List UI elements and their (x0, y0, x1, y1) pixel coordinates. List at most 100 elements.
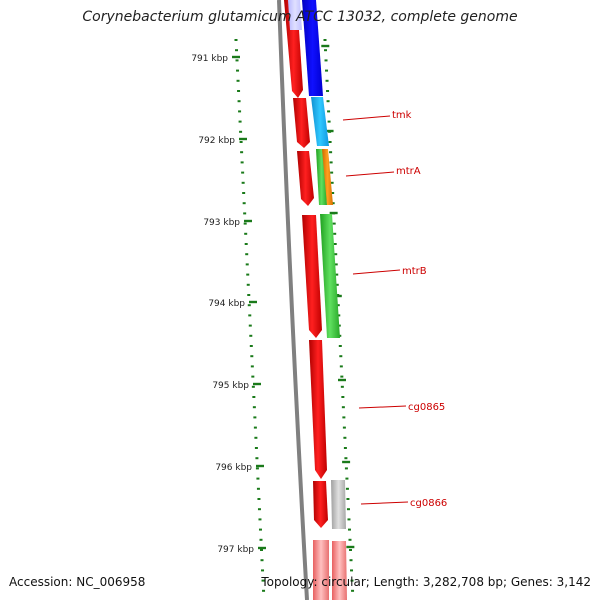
minor-tick-left (239, 141, 243, 143)
minor-tick-left (257, 508, 261, 511)
minor-tick-left (261, 579, 265, 582)
minor-tick-left (257, 498, 261, 500)
minor-tick-left (240, 161, 244, 164)
forward-gene-arrow[interactable] (302, 215, 322, 338)
major-tick-left (253, 382, 261, 386)
major-tick-left (249, 300, 257, 304)
tick-label: 794 kbp (208, 299, 245, 309)
minor-tick-left (238, 110, 242, 113)
gene-callout-line (360, 501, 409, 505)
gene-label[interactable]: mtrA (396, 166, 421, 177)
gene-label[interactable]: tmk (392, 110, 412, 121)
major-tick-right (338, 378, 346, 382)
gene-label[interactable]: cg0866 (410, 498, 447, 509)
minor-tick-left (251, 375, 255, 378)
minor-tick-left (243, 222, 247, 225)
minor-tick-left (258, 518, 262, 521)
gene-feature-cg0866[interactable] (331, 480, 346, 529)
minor-tick-left (237, 100, 241, 103)
minor-tick-right (349, 559, 353, 562)
gene-label[interactable]: mtrB (402, 266, 427, 277)
major-tick-right (346, 545, 355, 549)
tick-label: 793 kbp (203, 218, 240, 228)
minor-tick-left (239, 130, 243, 133)
major-tick-left (258, 546, 266, 550)
minor-tick-left (256, 477, 260, 480)
minor-tick-right (345, 487, 349, 490)
minor-tick-left (258, 528, 262, 531)
tick-label: 797 kbp (217, 545, 254, 555)
gene-callout-line (342, 115, 391, 121)
minor-tick-left (252, 406, 256, 409)
minor-tick-right (331, 202, 335, 205)
gene-callout-line (345, 171, 395, 177)
minor-tick-left (261, 569, 265, 572)
gene-feature-blue[interactable] (302, 0, 323, 96)
minor-tick-right (344, 457, 348, 460)
gene-label[interactable]: cg0865 (408, 402, 445, 413)
forward-gene-arrow[interactable] (293, 98, 310, 148)
tick-label: 791 kbp (191, 54, 228, 64)
minor-tick-right (334, 263, 338, 266)
minor-tick-right (337, 314, 341, 317)
minor-tick-left (254, 436, 258, 439)
minor-tick-right (329, 151, 333, 154)
minor-tick-right (327, 110, 331, 113)
minor-tick-left (242, 202, 246, 205)
minor-tick-right (349, 549, 352, 551)
minor-tick-right (324, 59, 328, 62)
forward-gene-arrow[interactable] (309, 340, 327, 479)
minor-tick-right (345, 477, 349, 480)
minor-tick-left (249, 334, 253, 337)
minor-tick-left (252, 396, 256, 398)
minor-tick-right (332, 222, 336, 225)
minor-tick-left (259, 538, 263, 541)
minor-tick-right (350, 569, 354, 572)
gene-feature-pink-overlay[interactable] (313, 540, 329, 600)
minor-tick-left (260, 549, 263, 551)
minor-tick-left (235, 59, 239, 62)
minor-tick-right (335, 273, 339, 276)
gene-feature-mtrb[interactable] (320, 214, 340, 338)
minor-tick-left (247, 294, 251, 296)
minor-tick-left (236, 69, 240, 72)
minor-tick-left (250, 365, 254, 368)
minor-tick-left (236, 79, 240, 82)
minor-tick-left (241, 171, 245, 174)
minor-tick-right (331, 192, 335, 194)
forward-gene-arrow[interactable] (297, 151, 314, 206)
minor-tick-right (347, 528, 351, 531)
minor-tick-right (325, 79, 329, 82)
minor-tick-right (347, 518, 351, 521)
minor-tick-right (343, 447, 347, 449)
genome-backbone (277, 0, 309, 601)
genome-summary-text: Topology: circular; Length: 3,282,708 bp… (261, 575, 591, 589)
gene-callout-line (352, 269, 401, 275)
gene-feature-blue-faded[interactable] (288, 0, 302, 30)
forward-gene-arrow[interactable] (313, 481, 328, 528)
gene-feature-mtra[interactable] (322, 149, 333, 205)
minor-tick-right (341, 406, 345, 409)
minor-tick-right (338, 345, 342, 347)
minor-tick-right (324, 49, 328, 52)
minor-tick-left (248, 314, 252, 317)
minor-tick-right (346, 508, 350, 511)
genome-title: Corynebacterium glutamicum ATCC 13032, c… (82, 9, 518, 25)
minor-tick-left (234, 39, 238, 41)
minor-tick-left (241, 181, 245, 184)
major-tick-right (329, 211, 338, 215)
minor-tick-right (344, 467, 348, 470)
minor-tick-right (350, 579, 354, 582)
minor-tick-left (237, 90, 241, 92)
gene-feature-tmk[interactable] (311, 97, 329, 146)
minor-tick-left (248, 324, 252, 327)
major-tick-left (256, 464, 264, 468)
minor-tick-left (244, 232, 248, 235)
major-tick-right (333, 294, 342, 298)
tick-label: 792 kbp (198, 136, 235, 146)
minor-tick-right (326, 100, 330, 103)
gene-feature-pink[interactable] (332, 541, 347, 600)
minor-tick-right (330, 181, 334, 184)
major-tick-left (232, 55, 240, 59)
